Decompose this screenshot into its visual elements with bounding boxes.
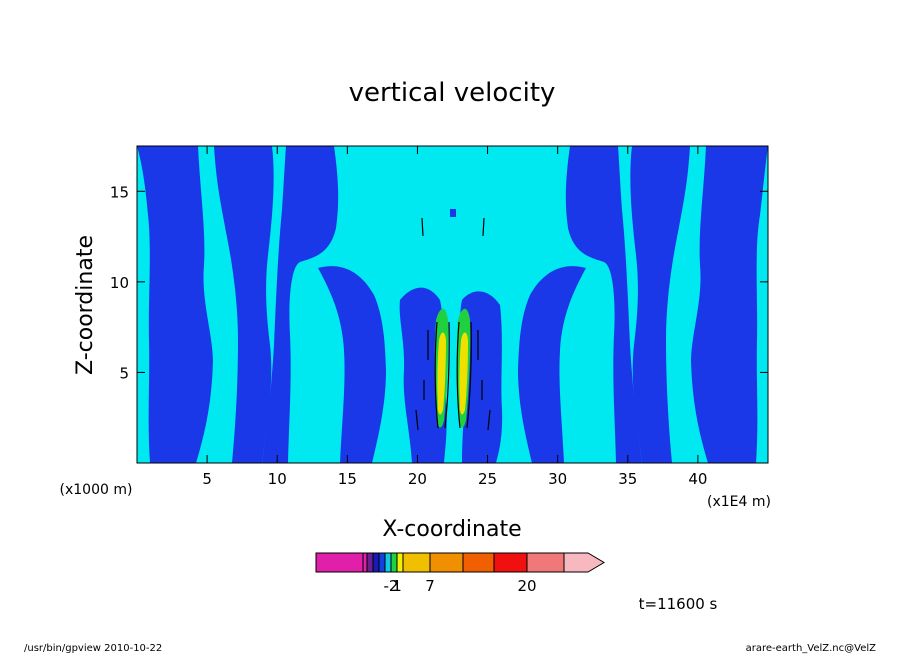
x-axis-label: X-coordinate — [382, 517, 521, 542]
chart-title: vertical velocity — [349, 78, 556, 108]
downdraft-region-right-mid — [630, 146, 690, 463]
contour-line — [434, 321, 439, 429]
contour-line — [482, 217, 485, 237]
x-tick-label: 40 — [688, 470, 707, 488]
colorbar-swatch — [384, 552, 392, 573]
time-annotation: t=11600 s — [639, 595, 718, 613]
colorbar-swatch — [362, 552, 368, 573]
colorbar-extend-arrow — [563, 552, 605, 573]
downdraft-region-right-outer — [691, 146, 768, 463]
colorbar-swatch — [396, 552, 404, 573]
colorbar — [315, 552, 605, 573]
downdraft-region-left-inner — [262, 146, 339, 463]
x-tick-label: 5 — [202, 470, 212, 488]
x-tick-label: 20 — [408, 470, 427, 488]
colorbar-swatch — [315, 552, 364, 573]
contour-lines — [415, 217, 491, 431]
footer-right: arare-earth_VelZ.nc@VelZ — [746, 643, 877, 654]
y-tick-label: 5 — [119, 364, 129, 382]
colorbar-swatch — [378, 552, 386, 573]
plot-area — [137, 146, 768, 463]
contour-line — [415, 409, 419, 431]
plot-frame — [136, 145, 769, 464]
downdraft-region-right-center — [518, 266, 586, 463]
downdraft-region-right-inner — [565, 146, 642, 463]
colorbar-swatch — [366, 552, 374, 573]
colorbar-swatch — [390, 552, 398, 573]
y-axis-label: Z-coordinate — [73, 235, 98, 375]
colorbar-swatch — [462, 552, 495, 573]
colorbar-label: 20 — [517, 577, 536, 595]
colorbar-swatch — [493, 552, 528, 573]
x-tick-label: 25 — [478, 470, 497, 488]
y-axis: 5 10 15 — [110, 183, 768, 382]
colorbar-swatch — [372, 552, 380, 573]
contour-line — [421, 217, 424, 237]
x-tick-label: 10 — [268, 470, 287, 488]
x-axis: 5 10 15 20 25 30 35 40 — [202, 146, 707, 488]
x-axis-units: (x1E4 m) — [707, 494, 771, 510]
colorbar-swatch — [429, 552, 464, 573]
footer-left: /usr/bin/gpview 2010-10-22 — [24, 643, 162, 654]
downdraft-blob-top — [450, 209, 456, 217]
updraft-core-right — [459, 332, 468, 415]
contour-line — [466, 321, 472, 429]
x-tick-label: 15 — [338, 470, 357, 488]
x-tick-label: 30 — [548, 470, 567, 488]
colorbar-label: 7 — [425, 577, 435, 595]
contour-line — [487, 409, 491, 431]
downdraft-region-left-mid — [214, 146, 274, 463]
contour-line — [444, 321, 450, 429]
downdraft-region-left-outer — [137, 146, 213, 463]
y-tick-label: 10 — [110, 274, 129, 292]
x-axis-secondary-units: (x1000 m) — [60, 482, 133, 498]
colorbar-labels: -21 7 20 — [384, 577, 537, 595]
colorbar-swatch — [526, 552, 565, 573]
updraft-core-left — [437, 332, 446, 415]
x-tick-label: 35 — [618, 470, 637, 488]
updraft-regions — [434, 308, 471, 428]
contour-line — [456, 321, 461, 429]
colorbar-swatch — [402, 552, 431, 573]
downdraft-region-center-left — [318, 266, 386, 463]
colorbar-label: -2 — [384, 577, 399, 595]
y-tick-label: 15 — [110, 183, 129, 201]
downdraft-region-center — [399, 287, 447, 463]
colorbar-label: 1 — [392, 577, 402, 595]
